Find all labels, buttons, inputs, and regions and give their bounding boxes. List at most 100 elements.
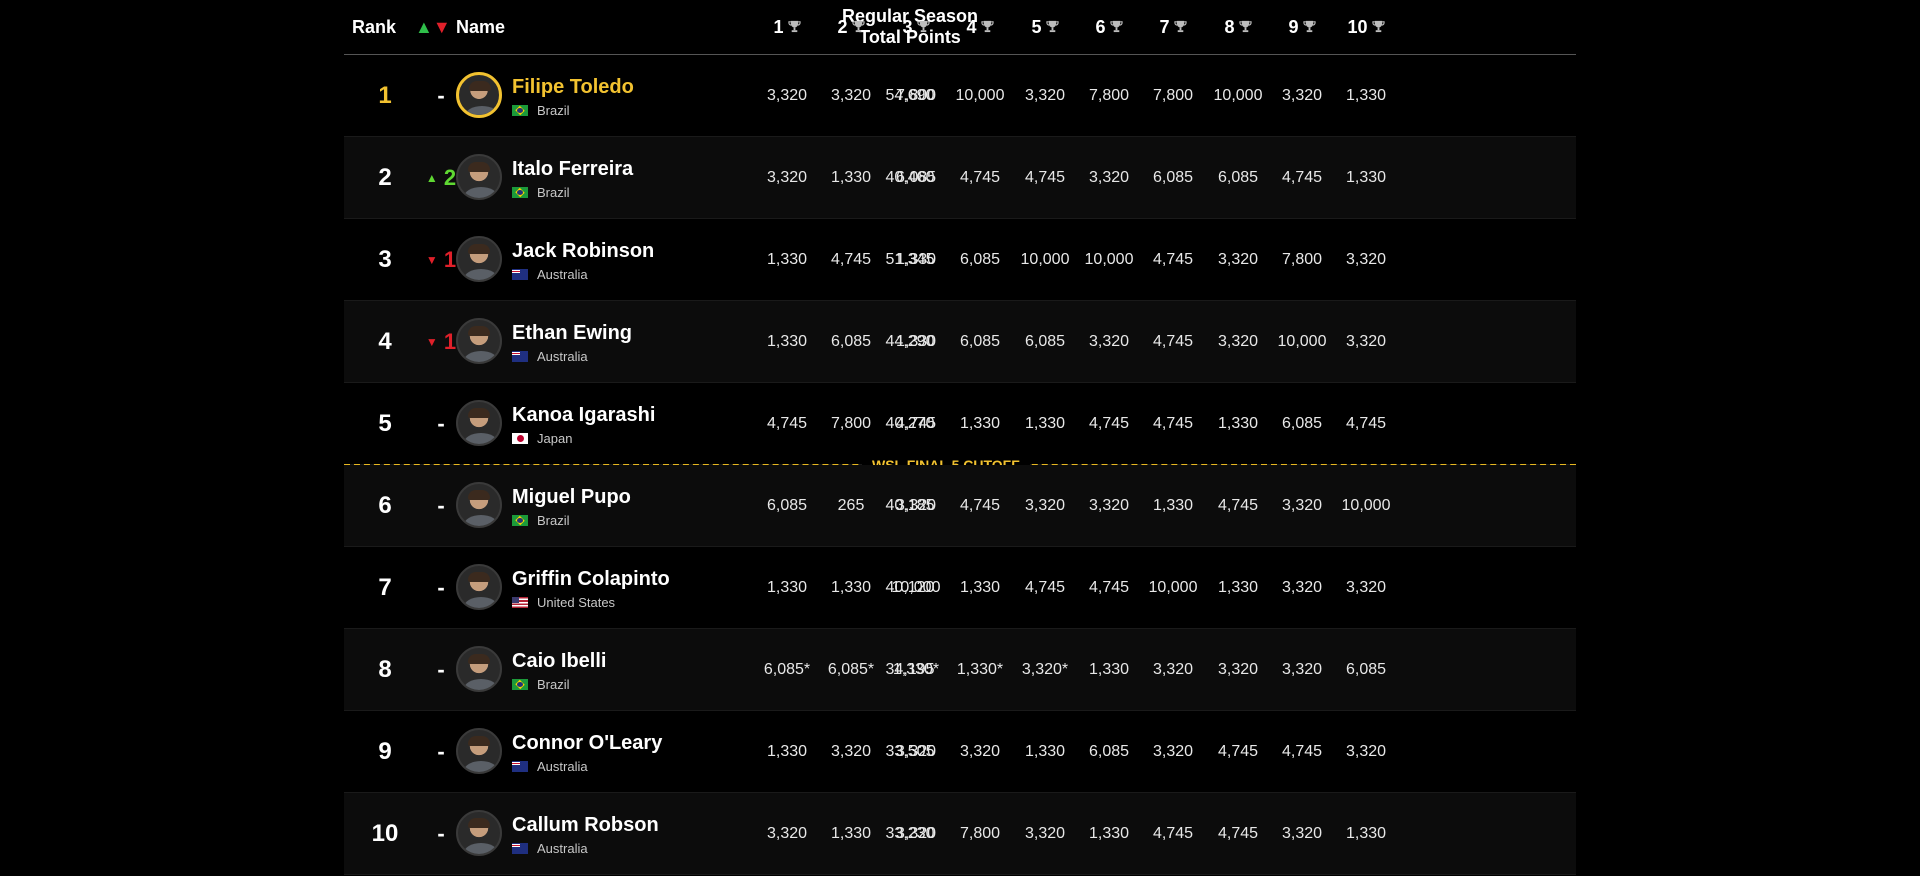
event-5-points: 3,320 [1013,465,1077,546]
trophy-icon [1170,17,1187,38]
surfer-name[interactable]: Caio Ibelli [512,650,607,672]
surfer-name[interactable]: Callum Robson [512,814,659,836]
table-row[interactable]: 9 - Connor O'Leary Australia 33,505 1,330 3,32… [344,711,1576,793]
surfer-name[interactable]: Griffin Colapinto [512,568,670,590]
event-points-value: 4,745 [1088,414,1130,432]
event-points-value: 3,320 [1345,742,1387,760]
surfer-name[interactable]: Ethan Ewing [512,322,632,344]
surfer-name[interactable]: Italo Ferreira [512,158,634,180]
event-3-column-header[interactable]: 3 [884,0,948,54]
avatar[interactable] [456,482,502,528]
surfer-country: Australia [512,759,588,774]
event-2-points: 265 [819,465,883,546]
us-flag-icon [512,597,528,608]
avatar[interactable] [456,72,502,118]
event-points-value: 3,320 [895,824,937,842]
table-row[interactable]: 3 ▼ 1 Jack Robinson Australia 51,345 1,330 4,74… [344,219,1576,301]
rank-column-header[interactable]: Rank [352,16,397,37]
event-points-value: 1,330 [830,168,872,186]
table-row[interactable]: 6 - Miguel Pupo Brazil 40,185 6,085 265 3,320 4,… [344,465,1576,547]
country-name: Australia [537,841,588,856]
event-4-column-header[interactable]: 4 [948,0,1012,54]
event-points-value: 10,000 [1020,250,1070,268]
event-1-column-header[interactable]: 1 [755,0,819,54]
surfer-name[interactable]: Connor O'Leary [512,732,663,754]
table-row[interactable]: 7 - Griffin Colapinto United States 40,120 1,… [344,547,1576,629]
event-6-points: 7,800 [1077,55,1141,136]
avatar[interactable] [456,728,502,774]
event-6-points: 3,320 [1077,465,1141,546]
event-9-column-header[interactable]: 9 [1270,0,1334,54]
event-points-value: 10,000 [1213,86,1263,104]
event-7-column-header[interactable]: 7 [1141,0,1205,54]
rank-change: - [408,465,474,546]
surfer-country: Brazil [512,185,570,200]
event-points-value: 4,745 [1152,332,1194,350]
rank-change-sort-icon[interactable]: ▲ ▼ [415,0,451,54]
event-10-column-header[interactable]: 10 [1334,0,1398,54]
event-4-points: 7,800 [948,793,1012,874]
surfer-name[interactable]: Kanoa Igarashi [512,404,656,426]
table-row[interactable]: 8- Caio Ibelli Brazil 34,195 6,085 * 6,085 * 1,3… [344,629,1576,711]
avatar[interactable] [456,564,502,610]
surfer-name[interactable]: Jack Robinson [512,240,655,262]
event-5-points: 3,320 [1013,793,1077,874]
table-row[interactable]: 1 - Filipe Toledo Brazil 54,690 3,320 3,320 7,8… [344,55,1576,137]
rank-change: - [408,793,474,874]
event-2-points: 6,085 * [819,629,883,710]
rankings-table: Rank ▲ ▼ Name Regular Season Total Points … [344,0,1576,875]
event-8-points: 4,745 [1206,465,1270,546]
event-1-points: 3,320 [755,137,819,218]
event-points-marker: * [1061,660,1069,678]
event-4-points: 1,330 * [948,629,1012,710]
total-points: 40,460 [885,168,935,186]
name-column-header[interactable]: Name [456,16,506,37]
total-points: 34,195 [885,660,935,678]
table-row[interactable]: 10- Callum Robson Australia 33,230 3,320 1,33… [344,793,1576,875]
event-2-column-header[interactable]: 2 [819,0,883,54]
event-points-value: 6,085 [830,332,872,350]
event-points-value: 7,800 [1152,86,1194,104]
avatar[interactable] [456,810,502,856]
event-points-value: 1,330 [895,250,937,268]
event-points-value: 3,320 [1021,660,1062,678]
event-8-points: 3,320 [1206,301,1270,382]
avatar[interactable] [456,318,502,364]
event-3-points: 1,330 * [884,629,948,710]
avatar[interactable] [456,400,502,446]
table-row[interactable]: 4 ▼ 1 Ethan Ewing Australia 44,290 1,330 6,085 1… [344,301,1576,383]
avatar[interactable] [456,154,502,200]
au-flag-icon [512,351,528,362]
event-2-points: 6,085 [819,301,883,382]
event-points-value: 3,320 [1024,496,1066,514]
rank-change: - [408,55,474,136]
event-points-value: 3,320 [1345,332,1387,350]
event-8-points: 1,330 [1206,547,1270,628]
event-1-points: 1,330 [755,547,819,628]
event-points-value: 4,745 [1152,414,1194,432]
total-points-header-line1: Regular Season [841,6,979,26]
event-5-column-header[interactable]: 5 [1013,0,1077,54]
event-9-points: 4,745 [1270,711,1334,792]
event-8-column-header[interactable]: 8 [1206,0,1270,54]
surfer-name[interactable]: Miguel Pupo [512,486,631,508]
event-number: 8 [1224,16,1235,37]
trophy-icon [1299,17,1316,38]
event-points-value: 7,800 [1088,86,1130,104]
total-points-column-header[interactable]: Regular Season Total Points [747,0,1073,54]
event-number: 6 [1095,16,1106,37]
table-row[interactable]: 2 ▲ 2 Italo Ferreira Brazil 40,460 3,320 1,330 6… [344,137,1576,219]
surfer-name[interactable]: Filipe Toledo [512,76,634,98]
event-points-value: 1,330 [766,250,808,268]
event-points-value: 1,330 [1024,414,1066,432]
event-points-value: 6,085 [1152,168,1194,186]
avatar[interactable] [456,646,502,692]
avatar[interactable] [456,236,502,282]
table-row[interactable]: 5- Kanoa Igarashi Japan 40,270 4,745 7,800 4,7… [344,383,1576,465]
rank-change-value: - [437,492,445,518]
event-points-value: 3,320 [1281,824,1323,842]
event-10-points: 10,000 [1334,465,1398,546]
trophy-icon [1235,17,1252,38]
event-6-column-header[interactable]: 6 [1077,0,1141,54]
event-points-value: 1,330 [892,660,933,678]
